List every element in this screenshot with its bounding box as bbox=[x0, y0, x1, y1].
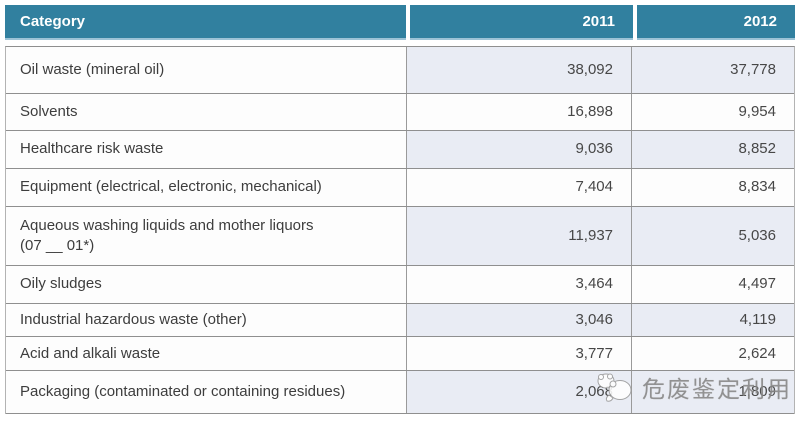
table-row: Acid and alkali waste 3,777 2,624 bbox=[6, 337, 794, 372]
category-cell: Acid and alkali waste bbox=[6, 337, 407, 371]
category-cell: Aqueous washing liquids and mother liquo… bbox=[6, 207, 407, 265]
table-row: Solvents 16,898 9,954 bbox=[6, 94, 794, 131]
waste-table: Category 2011 2012 Oil waste (mineral oi… bbox=[5, 5, 795, 415]
table-row: Packaging (contaminated or containing re… bbox=[6, 371, 794, 415]
value-2012-cell: 2,624 bbox=[632, 337, 794, 371]
category-cell: Oil waste (mineral oil) bbox=[6, 47, 407, 93]
value-2011-cell: 38,092 bbox=[407, 47, 632, 93]
category-cell: Industrial hazardous waste (other) bbox=[6, 304, 407, 337]
value-2011-cell: 3,777 bbox=[407, 337, 632, 371]
value-2011-cell: 2,068 bbox=[407, 371, 632, 414]
category-cell: Equipment (electrical, electronic, mecha… bbox=[6, 169, 407, 206]
table-row: Industrial hazardous waste (other) 3,046… bbox=[6, 304, 794, 338]
column-header-category: Category bbox=[5, 5, 406, 40]
table-row: Aqueous washing liquids and mother liquo… bbox=[6, 207, 794, 266]
table-row: Oily sludges 3,464 4,497 bbox=[6, 266, 794, 304]
value-2011-cell: 7,404 bbox=[407, 169, 632, 206]
value-2012-cell: 5,036 bbox=[632, 207, 794, 265]
value-2011-cell: 3,464 bbox=[407, 266, 632, 303]
value-2012-cell: 4,119 bbox=[632, 304, 794, 337]
category-cell: Solvents bbox=[6, 94, 407, 130]
table-row: Healthcare risk waste 9,036 8,852 bbox=[6, 131, 794, 169]
value-2012-cell: 1,809 bbox=[632, 371, 794, 414]
value-2012-cell: 37,778 bbox=[632, 47, 794, 93]
value-2011-cell: 9,036 bbox=[407, 131, 632, 168]
value-2012-cell: 8,852 bbox=[632, 131, 794, 168]
table-header-row: Category 2011 2012 bbox=[5, 5, 795, 40]
table-row: Equipment (electrical, electronic, mecha… bbox=[6, 169, 794, 207]
category-cell: Packaging (contaminated or containing re… bbox=[6, 371, 407, 414]
value-2012-cell: 4,497 bbox=[632, 266, 794, 303]
table-row: Oil waste (mineral oil) 38,092 37,778 bbox=[6, 47, 794, 94]
value-2011-cell: 11,937 bbox=[407, 207, 632, 265]
category-cell: Healthcare risk waste bbox=[6, 131, 407, 168]
table-body: Oil waste (mineral oil) 38,092 37,778 So… bbox=[5, 46, 795, 415]
value-2012-cell: 8,834 bbox=[632, 169, 794, 206]
column-header-2011: 2011 bbox=[410, 5, 633, 40]
category-cell: Oily sludges bbox=[6, 266, 407, 303]
column-header-2012: 2012 bbox=[637, 5, 795, 40]
value-2012-cell: 9,954 bbox=[632, 94, 794, 130]
value-2011-cell: 16,898 bbox=[407, 94, 632, 130]
value-2011-cell: 3,046 bbox=[407, 304, 632, 337]
